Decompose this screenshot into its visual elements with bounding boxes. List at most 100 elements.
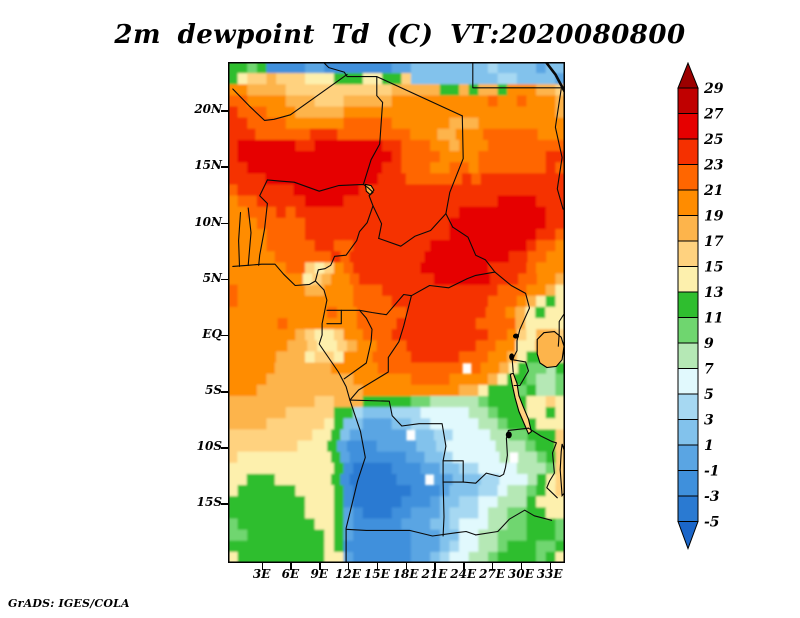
x-axis-label: 9E <box>310 567 328 581</box>
x-axis-tick <box>348 563 350 570</box>
colorbar-label: 15 <box>704 260 723 276</box>
x-axis-tick <box>520 563 523 570</box>
colorbar-top-arrow <box>677 61 699 89</box>
country-border <box>452 226 496 273</box>
colorbar-box <box>677 444 699 471</box>
colorbar-box <box>677 138 699 165</box>
colorbar-box <box>677 419 699 446</box>
colorbar-label: 13 <box>704 285 724 301</box>
x-axis-label: 15E <box>363 567 390 581</box>
country-border <box>511 359 530 387</box>
y-axis-label: 15N <box>194 158 222 173</box>
plot-title: 2m dewpoint Td (C) VT:2020080800 <box>114 20 686 50</box>
colorbar-box <box>677 342 699 369</box>
country-border <box>322 62 463 117</box>
y-axis-label: 10N <box>194 214 222 229</box>
lake-edward <box>513 333 519 339</box>
map-frame <box>228 62 565 563</box>
lake-kivu <box>509 353 515 361</box>
country-border <box>326 309 342 325</box>
country-border <box>345 528 477 537</box>
y-axis-label: 5S <box>204 383 222 398</box>
country-border <box>238 211 242 267</box>
country-border <box>266 179 383 239</box>
lake-mweru <box>505 431 512 439</box>
x-axis-tick <box>434 563 436 570</box>
country-border <box>378 213 447 247</box>
country-border <box>232 263 366 563</box>
x-axis-label: 30E <box>507 567 534 581</box>
x-axis-label: 21E <box>421 567 448 581</box>
colorbar-label: 5 <box>704 387 714 403</box>
colorbar-box <box>677 189 699 216</box>
map-plot-area <box>228 62 565 563</box>
grads-attribution: GrADS: IGES/COLA <box>8 597 130 610</box>
colorbar-box <box>677 266 699 293</box>
colorbar-label: 23 <box>703 158 724 174</box>
y-axis-tick <box>221 166 228 168</box>
country-border <box>442 481 445 537</box>
x-axis-label: 3E <box>252 567 271 581</box>
country-border <box>557 311 565 347</box>
country-border <box>475 509 553 536</box>
colorbar-label: 27 <box>703 107 724 123</box>
country-border <box>349 399 447 462</box>
x-axis-tick <box>290 563 292 570</box>
y-axis-tick <box>221 391 228 393</box>
country-border <box>544 62 565 94</box>
country-border <box>326 293 412 316</box>
colorbar-label: 9 <box>704 336 714 352</box>
lake-victoria <box>536 331 565 369</box>
country-border <box>258 179 268 266</box>
colorbar-label: 7 <box>704 362 714 378</box>
y-axis-tick <box>221 447 228 449</box>
colorbar-box <box>677 291 699 318</box>
x-axis-tick <box>261 563 263 570</box>
colorbar-label: 1 <box>704 438 714 454</box>
x-axis-label: 24E <box>450 567 477 581</box>
country-border <box>445 115 464 228</box>
country-border <box>314 205 374 282</box>
x-axis-label: 6E <box>281 567 300 581</box>
colorbar-label: -5 <box>704 515 720 531</box>
y-axis-tick <box>221 278 228 281</box>
colorbar-box <box>677 240 699 267</box>
country-border <box>554 88 564 210</box>
y-axis-tick <box>221 334 228 337</box>
colorbar-label: 3 <box>704 413 714 429</box>
colorbar-label: 17 <box>704 234 724 250</box>
colorbar-label: 11 <box>704 311 723 327</box>
y-axis-tick <box>221 222 228 225</box>
y-axis-label: 20N <box>194 102 222 117</box>
country-border <box>527 427 558 499</box>
country-border <box>349 295 412 401</box>
x-axis-label: 27E <box>479 567 505 581</box>
colorbar-label: 19 <box>704 209 724 225</box>
y-axis-tick <box>221 503 228 505</box>
y-axis-label: EQ <box>202 326 222 341</box>
y-axis-tick <box>221 110 228 112</box>
x-axis-label: 12E <box>335 567 361 581</box>
colorbar-box <box>677 495 699 522</box>
dewpoint-map-svg <box>228 62 565 563</box>
country-border <box>472 62 565 89</box>
x-axis-tick <box>549 563 552 570</box>
colorbar-box <box>677 164 699 191</box>
country-border <box>232 73 348 121</box>
dewpoint-field <box>228 62 565 563</box>
y-axis-label: 5N <box>202 270 222 285</box>
colorbar-box <box>677 113 699 140</box>
y-axis-label: 10S <box>196 439 222 454</box>
x-axis-tick <box>405 563 407 570</box>
country-border <box>247 207 252 266</box>
lake-tanganyika <box>509 372 533 435</box>
colorbar-label: 25 <box>703 132 723 148</box>
y-axis-label: 15S <box>196 495 222 510</box>
colorbar-label: -1 <box>704 464 720 480</box>
colorbar-box <box>677 393 699 420</box>
colorbar-box <box>677 470 699 497</box>
country-border <box>362 76 384 185</box>
colorbar-svg: 29 27 25 23 21 19 17 15 13 11 9 7 5 3 1 -1 -3 -5 <box>677 61 724 550</box>
x-axis-label: 33E <box>536 567 563 581</box>
